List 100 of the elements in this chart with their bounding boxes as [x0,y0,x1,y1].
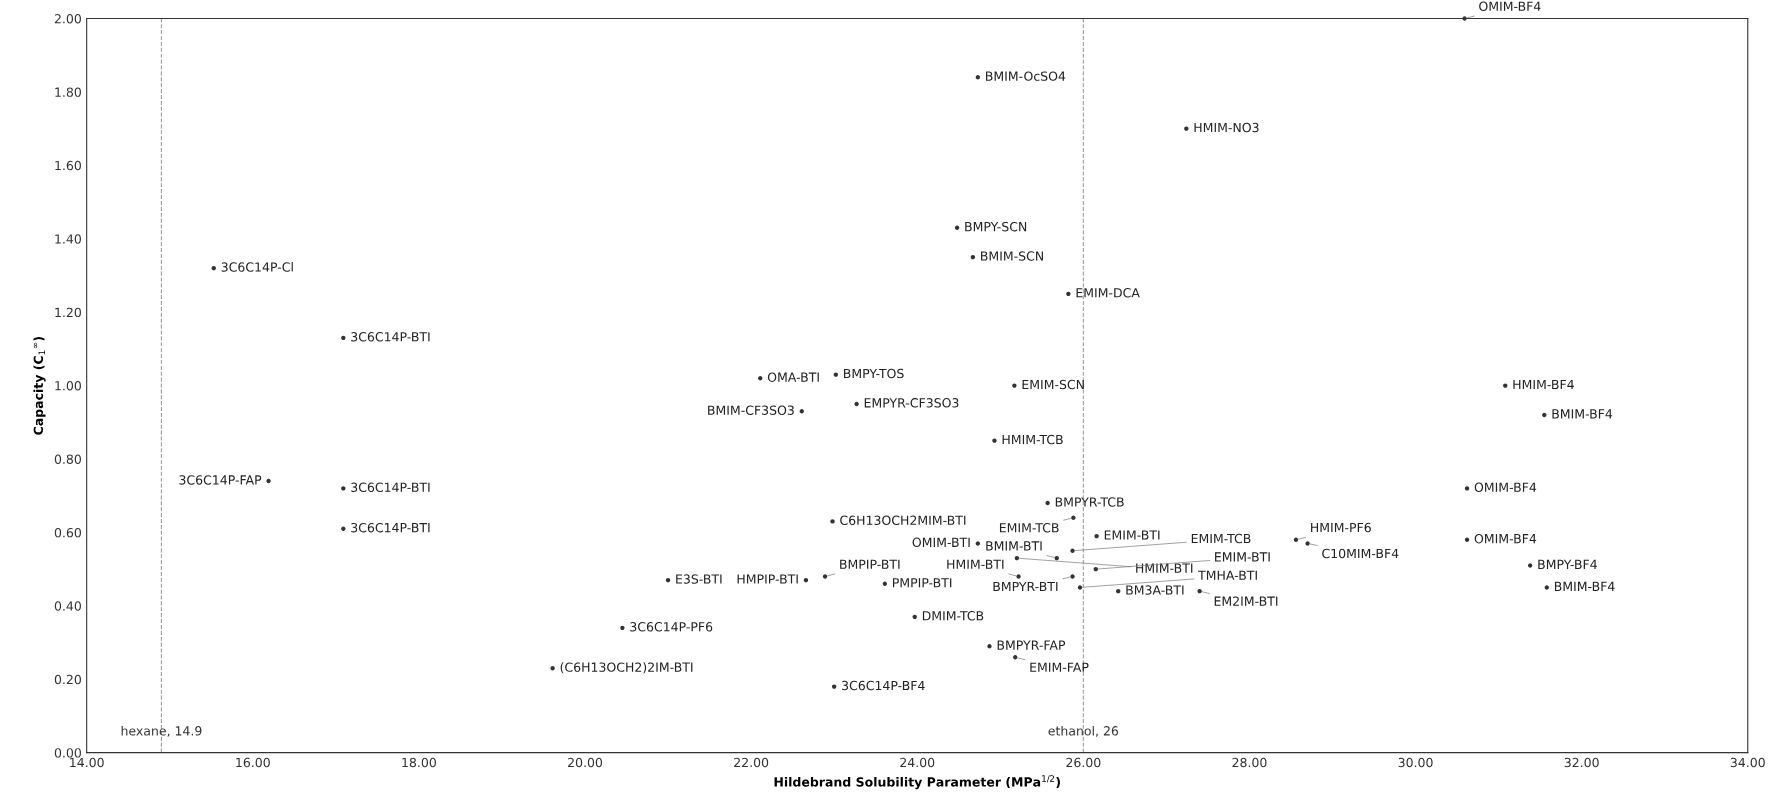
series-label: OMIM-BTI [912,537,970,548]
x-tick-label: 22.00 [734,757,769,768]
series-label: OMIM-BF4 [1479,1,1541,12]
series-label: OMA-BTI [767,372,819,382]
series-label: E3S-BTI [676,574,722,584]
point [341,486,346,491]
series-label: BMPY-SCN [965,221,1027,232]
point [799,409,804,414]
point [1070,548,1075,553]
point [1012,383,1017,388]
y-tick-label: 1.60 [55,160,81,171]
point [992,438,997,443]
series-label: EMIM-TCB [999,523,1059,533]
y-tick-label: 0.80 [54,454,81,464]
series-label: HMIM-BTI [947,559,1004,569]
x-tick-label: 16.00 [236,757,270,768]
series-label: HMPIP-BTI [737,574,798,584]
series-label: EMIM-FAP [1030,662,1089,672]
y-tick-label: 1.20 [55,307,81,318]
x-tick-label: 24.00 [900,757,935,768]
series-label: 3C6C14P-FAP [179,475,262,485]
point [1066,291,1071,297]
series-label: BMIM-BF4 [1552,409,1613,419]
y-axis-title: Capacity (C$_{1}$$^{∞}$) [33,336,46,435]
x-tick-label: 26.00 [1066,757,1101,768]
point [803,577,809,583]
point [620,625,625,631]
series-label: HMIM-PF6 [1311,522,1371,533]
point [1094,533,1099,539]
series-label: 3C6C14P-BF4 [842,680,925,691]
series-label: EMPYR-CF3SO3 [864,398,959,408]
x-axis-title: Hildebrand Solubility Parameter (MPa$^{1/2}$) [774,775,1060,790]
point [1093,566,1098,572]
y-tick-label: 1.00 [55,381,81,391]
point [341,335,346,341]
point [1542,412,1547,418]
series-label: 3C6C14P-BTI [351,332,430,342]
point [1293,537,1299,542]
point [1184,126,1189,131]
point [1503,383,1508,388]
series-label: HMIM-BF4 [1513,379,1574,390]
series-label: BMPYR-FAP [997,640,1066,650]
point [854,401,859,407]
x-tick-label: 28.00 [1232,757,1267,768]
point [1464,537,1470,542]
point [954,225,960,230]
series-label: (C6H13OCH2)2IM-BTI [560,662,693,674]
x-tick-label: 34.00 [1730,757,1765,768]
series-label: EMIM-BTI [1104,530,1160,540]
y-tick-label: 0.20 [54,674,81,685]
y-tick-label: 1.80 [55,87,81,97]
point [882,581,888,587]
text: HMIM-BTI [1136,563,1193,573]
point [266,478,271,484]
point [665,577,671,583]
series-label: C6H13OCH2MIM-BTI [840,515,966,526]
series-label: HMIM-TCB [1002,434,1063,445]
series-label: BMIM-CF3SO3 [708,405,794,415]
y-tick-label: 2.00 [54,13,81,24]
series-label: 3C6C14P-BTI [351,522,430,533]
point [1013,655,1018,660]
point [975,541,981,546]
series-label: BMIM-OcSO4 [986,71,1066,81]
point [833,372,839,377]
point [1464,486,1470,491]
point [912,614,917,620]
point [1054,555,1059,561]
series-label: 3C6C14P-BTI [351,482,430,492]
x-tick-label: 18.00 [402,757,436,768]
series-label: OMIM-BF4 [1474,482,1537,492]
series-label: BMPY-BF4 [1538,559,1597,569]
point [1014,555,1020,561]
y-tick-label: 0.00 [54,748,81,758]
point [211,265,216,271]
series-label: 3C6C14P-PF6 [630,622,713,632]
series-label: BMIM-BTI [986,541,1042,551]
series-label: EM2IM-BTI [1214,596,1278,606]
point [1071,515,1076,520]
series-label: EMIM-SCN [1022,379,1084,390]
series-label: 3C6C14P-Cl [221,262,293,272]
text: TMHA-BTI [1198,570,1257,580]
series-label: C10MIM-BF4 [1322,548,1399,559]
point [830,519,835,524]
point [1045,500,1050,506]
x-tick-label: 32.00 [1564,757,1599,768]
y-tick-label: 1.40 [55,234,81,244]
series-label: BMIM-SCN [981,251,1043,261]
y-tick-label: 0.40 [54,601,81,611]
series-label: HMIM-NO3 [1194,122,1259,133]
x-tick-label: 20.00 [568,757,603,768]
series-label: OMIM-BF4 [1474,533,1537,544]
text: EMIM-BTI [1215,552,1270,562]
point [987,644,992,649]
point [1527,563,1533,568]
series-label: BMPIP-BTI [840,559,900,569]
text: EMIM-TCB [1191,533,1251,544]
series-label: DMIM-TCB [922,611,984,621]
point [758,376,763,381]
series-label: BMPYR-TCB [1055,497,1124,507]
x-tick-label: 30.00 [1398,757,1433,768]
